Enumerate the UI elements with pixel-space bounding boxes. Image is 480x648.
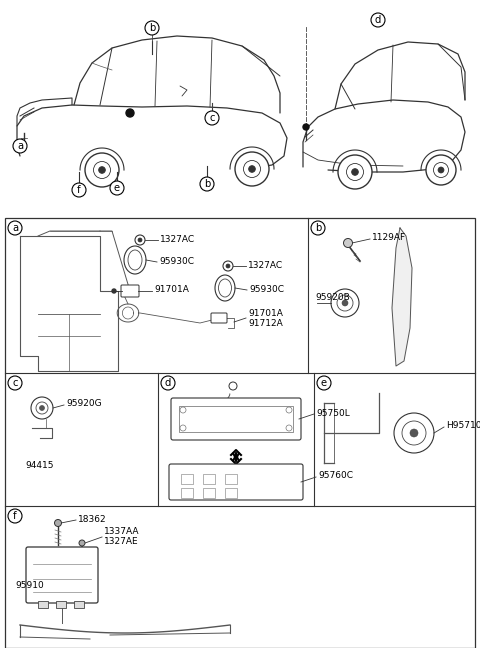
Text: b: b (149, 23, 155, 33)
Text: 1129AF: 1129AF (372, 233, 406, 242)
Circle shape (235, 152, 269, 186)
FancyBboxPatch shape (211, 313, 227, 323)
Circle shape (226, 264, 230, 268)
Ellipse shape (124, 246, 146, 274)
FancyBboxPatch shape (26, 547, 98, 603)
Text: e: e (321, 378, 327, 388)
Circle shape (145, 21, 159, 35)
Circle shape (8, 376, 22, 390)
Circle shape (342, 300, 348, 306)
Text: d: d (375, 15, 381, 25)
Circle shape (317, 376, 331, 390)
Bar (225, 488, 237, 498)
Text: 95920G: 95920G (66, 400, 102, 408)
Bar (203, 474, 215, 484)
Circle shape (338, 155, 372, 189)
Circle shape (72, 183, 86, 197)
Bar (203, 488, 215, 498)
Bar (225, 474, 237, 484)
Text: 91712A: 91712A (248, 319, 283, 327)
Circle shape (311, 221, 325, 235)
Text: 91701A: 91701A (154, 286, 189, 294)
Bar (181, 474, 193, 484)
Circle shape (8, 221, 22, 235)
Circle shape (344, 238, 352, 248)
FancyBboxPatch shape (171, 398, 301, 440)
Circle shape (410, 429, 418, 437)
Text: 95760C: 95760C (318, 472, 353, 481)
Circle shape (31, 397, 53, 419)
Circle shape (85, 153, 119, 187)
Text: b: b (315, 223, 321, 233)
Text: a: a (17, 141, 23, 151)
Text: 95750L: 95750L (316, 408, 350, 417)
Text: 95910: 95910 (15, 581, 44, 590)
Polygon shape (303, 100, 465, 172)
Text: b: b (204, 179, 210, 189)
Circle shape (351, 168, 359, 176)
Polygon shape (17, 36, 287, 168)
Text: f: f (77, 185, 81, 195)
Text: c: c (12, 378, 18, 388)
Text: 95920B: 95920B (315, 294, 350, 303)
Circle shape (303, 124, 309, 130)
Text: 1327AC: 1327AC (160, 235, 195, 244)
Text: 18362: 18362 (78, 515, 107, 524)
Ellipse shape (215, 275, 235, 301)
Circle shape (205, 111, 219, 125)
Circle shape (426, 155, 456, 185)
Circle shape (126, 109, 134, 117)
Bar (181, 488, 193, 498)
Circle shape (138, 238, 142, 242)
Circle shape (112, 289, 116, 293)
Circle shape (161, 376, 175, 390)
Text: H95710: H95710 (446, 421, 480, 430)
Bar (179, 406, 293, 432)
Circle shape (13, 139, 27, 153)
Bar (5, 218, 475, 648)
Text: 95930C: 95930C (249, 284, 284, 294)
Circle shape (39, 406, 45, 410)
Circle shape (55, 520, 61, 526)
Text: f: f (13, 511, 17, 521)
Circle shape (8, 509, 22, 523)
Text: 91701A: 91701A (248, 308, 283, 318)
Text: e: e (114, 183, 120, 193)
Bar (56, 601, 66, 608)
Circle shape (394, 413, 434, 453)
Circle shape (438, 167, 444, 173)
Polygon shape (392, 228, 412, 366)
Circle shape (249, 166, 255, 172)
FancyBboxPatch shape (169, 464, 303, 500)
Text: 94415: 94415 (25, 461, 53, 470)
Circle shape (79, 540, 85, 546)
Circle shape (371, 13, 385, 27)
Text: 1337AA: 1337AA (104, 526, 140, 535)
Text: 1327AE: 1327AE (104, 537, 139, 546)
Text: 1327AC: 1327AC (248, 260, 283, 270)
Circle shape (98, 167, 106, 174)
Text: d: d (165, 378, 171, 388)
Circle shape (200, 177, 214, 191)
Text: 95930C: 95930C (159, 257, 194, 266)
Bar (38, 601, 48, 608)
Text: a: a (12, 223, 18, 233)
Circle shape (110, 181, 124, 195)
Text: c: c (209, 113, 215, 123)
Bar (74, 601, 84, 608)
FancyBboxPatch shape (121, 285, 139, 297)
Circle shape (331, 289, 359, 317)
